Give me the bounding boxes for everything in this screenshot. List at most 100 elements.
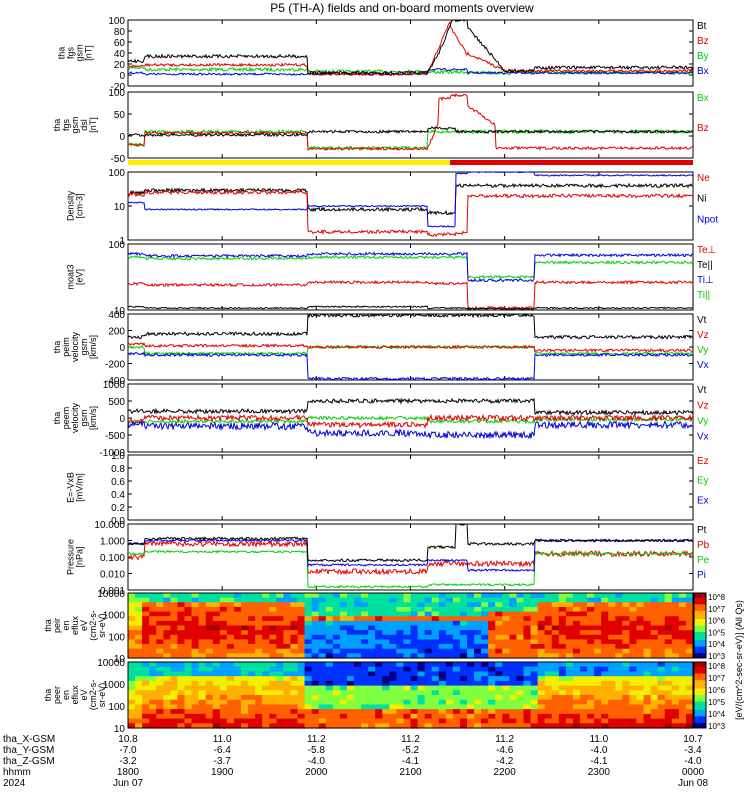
peir-spectrogram-cell [233, 634, 242, 641]
peir-spectrogram-cell [276, 611, 284, 617]
peir-spectrogram-cell [650, 620, 659, 627]
colorbar-top-cell [694, 640, 706, 643]
peir-spectrogram-cell [587, 606, 595, 613]
peer-spectrogram-cell [587, 685, 595, 691]
peir-spectrogram-cell [551, 597, 560, 603]
peir-spectrogram-cell [438, 644, 447, 650]
peir-spectrogram-cell [205, 634, 214, 641]
peir-spectrogram-cell [396, 597, 405, 603]
peer-spectrogram-cell [339, 713, 348, 720]
peir-spectrogram-cell [389, 620, 397, 627]
peer-spectrogram-cell [149, 662, 157, 668]
peir-spectrogram-cell [241, 653, 249, 659]
peer-spectrogram-cell [431, 671, 440, 677]
peer-spectrogram-cell [636, 666, 645, 673]
peir-spectrogram-cell [551, 616, 560, 622]
peir-spectrogram-cell [325, 653, 334, 659]
peir-spectrogram-cell [537, 630, 546, 636]
peir-spectrogram-cell [523, 644, 532, 650]
peir-spectrogram-cell [424, 611, 433, 617]
peir-spectrogram-cell [488, 653, 496, 659]
peir-spectrogram-cell [488, 620, 496, 627]
peir-spectrogram-cell [474, 653, 482, 659]
peer-spectrogram-cell [177, 662, 186, 668]
peer-spectrogram-cell [530, 690, 539, 696]
peer-spectrogram-cell [537, 676, 546, 682]
peer-spectrogram-cell [431, 718, 440, 724]
peer-spectrogram-cell [551, 695, 560, 701]
peer-spectrogram-cell [431, 699, 440, 706]
peir-spectrogram-cell [671, 593, 680, 599]
peir-spectrogram-cell [615, 620, 623, 627]
panel-ylabel: [mV/m] [75, 473, 85, 502]
peir-spectrogram-cell [431, 620, 440, 627]
peer-spectrogram-cell [523, 671, 532, 677]
peir-spectrogram-cell [565, 597, 574, 603]
peir-spectrogram-cell [212, 620, 221, 627]
peer-spectrogram-cell [643, 704, 652, 710]
peir-spectrogram-cell [629, 630, 638, 636]
peir-spectrogram-cell [594, 625, 602, 631]
peer-spectrogram-cell [396, 662, 405, 668]
peir-spectrogram-cell [382, 630, 390, 636]
peer-spectrogram-cell [410, 671, 419, 677]
peir-spectrogram-cell [636, 606, 645, 613]
peir-spectrogram-cell [438, 653, 447, 659]
peir-spectrogram-cell [565, 620, 574, 627]
peer-spectrogram-cell [424, 699, 433, 706]
legend-vz: Vz [697, 330, 709, 341]
peir-spectrogram-cell [241, 634, 249, 641]
peer-spectrogram-cell [135, 690, 143, 696]
peer-spectrogram-cell [212, 695, 221, 701]
peer-spectrogram-cell [396, 718, 405, 724]
peer-spectrogram-cell [601, 680, 609, 687]
peir-spectrogram-cell [452, 634, 461, 641]
peir-spectrogram-cell [565, 593, 574, 599]
peir-spectrogram-cell [205, 616, 214, 622]
peir-spectrogram-cell [255, 602, 263, 608]
peir-spectrogram-cell [396, 620, 405, 627]
colorbar-tick: 10^6 [708, 617, 726, 626]
peer-spectrogram-cell [678, 662, 687, 668]
peer-spectrogram-cell [248, 718, 256, 724]
peir-spectrogram-cell [135, 606, 143, 613]
peer-spectrogram-cell [375, 723, 383, 729]
ytick-label: 1 [119, 236, 125, 247]
peer-spectrogram-cell [184, 685, 193, 691]
peir-spectrogram-cell [248, 606, 256, 613]
peer-spectrogram-cell [233, 680, 242, 687]
peer-spectrogram-cell [495, 723, 503, 729]
peir-spectrogram-cell [184, 639, 193, 645]
peer-spectrogram-cell [445, 704, 454, 710]
peir-spectrogram-cell [290, 634, 299, 641]
peer-spectrogram-cell [495, 685, 503, 691]
peer-spectrogram-cell [403, 685, 412, 691]
peir-spectrogram-cell [671, 616, 680, 622]
peer-spectrogram-cell [594, 723, 602, 729]
peer-spectrogram-cell [318, 671, 327, 677]
peir-spectrogram-cell [572, 597, 581, 603]
peer-spectrogram-cell [551, 718, 560, 724]
peir-spectrogram-cell [325, 634, 334, 641]
peer-spectrogram-cell [474, 680, 482, 687]
xaxis-x-gsm: 11.0 [213, 734, 232, 745]
peir-spectrogram-cell [283, 639, 292, 645]
peir-spectrogram-cell [191, 597, 200, 603]
peer-spectrogram-cell [389, 704, 397, 710]
peer-spectrogram-cell [212, 690, 221, 696]
peir-spectrogram-cell [544, 602, 553, 608]
peir-spectrogram-cell [410, 620, 419, 627]
peir-spectrogram-cell [431, 630, 440, 636]
peer-spectrogram-cell [459, 666, 468, 673]
peer-spectrogram-cell [382, 676, 390, 682]
peer-spectrogram-cell [346, 680, 355, 687]
peir-spectrogram-cell [177, 630, 186, 636]
peir-spectrogram-cell [481, 620, 489, 627]
peir-spectrogram-cell [156, 616, 164, 622]
peir-spectrogram-cell [332, 653, 341, 659]
peer-spectrogram-cell [580, 713, 588, 720]
peer-spectrogram-cell [396, 666, 405, 673]
peer-spectrogram-cell [431, 662, 440, 668]
peir-spectrogram-cell [382, 620, 390, 627]
peer-spectrogram-cell [622, 704, 631, 710]
